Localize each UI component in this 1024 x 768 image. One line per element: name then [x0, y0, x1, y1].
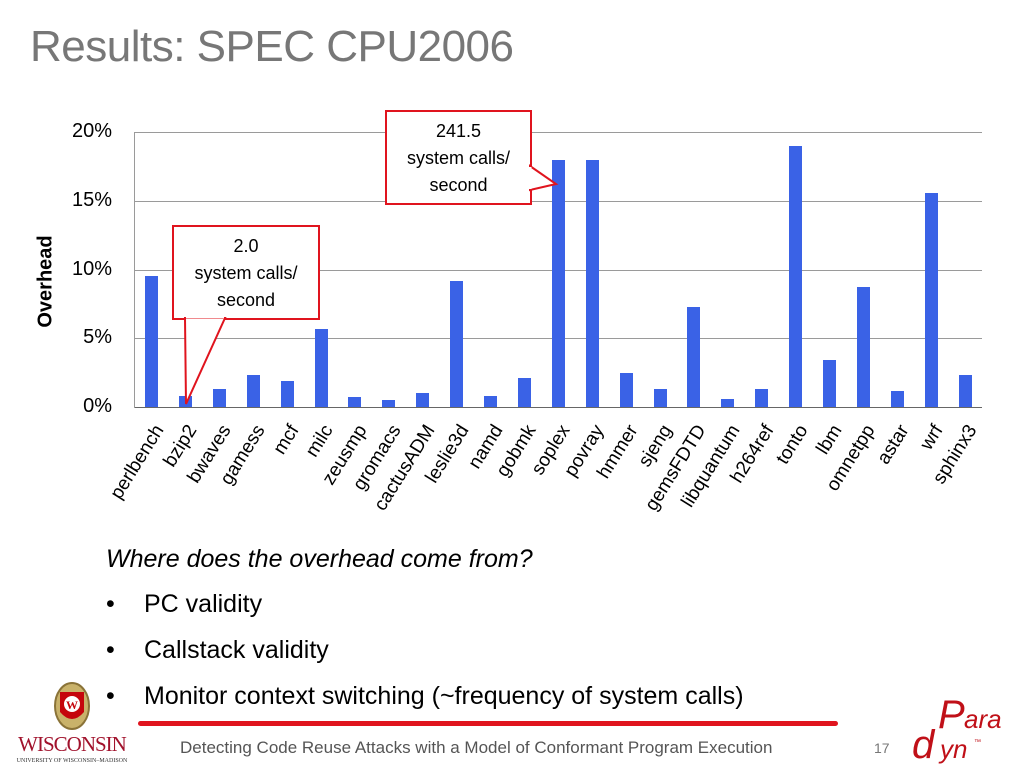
bar-cactusADM — [416, 393, 430, 407]
bar-soplex — [551, 159, 565, 407]
svg-text:ara: ara — [964, 704, 1002, 734]
svg-text:P: P — [938, 693, 965, 737]
bar-gemsFDTD — [687, 306, 701, 407]
bullet-icon: • — [106, 590, 115, 618]
paradyn-logo: P ara d yn ™ — [910, 686, 1020, 767]
y-tick-label: 15% — [71, 188, 112, 211]
uw-crest-icon: W WISCONSIN UNIVERSITY OF WISCONSIN–MADI… — [17, 682, 128, 764]
y-tick-label: 0% — [83, 395, 112, 417]
y-tick-label: 5% — [83, 326, 112, 349]
bar-sphinx3 — [958, 375, 972, 407]
bar-leslie3d — [450, 280, 464, 407]
bar-perlbench — [145, 276, 158, 407]
x-axis-line — [134, 407, 982, 408]
bar-wrf — [924, 192, 938, 407]
question-text: Where does the overhead come from? — [106, 545, 533, 573]
y-tick-label: 10% — [71, 257, 112, 280]
bar-gobmk — [517, 378, 531, 407]
bar-povray — [585, 159, 599, 407]
bullet-text: Monitor context switching (~frequency of… — [144, 682, 744, 710]
svg-text:WISCONSIN: WISCONSIN — [18, 732, 127, 756]
bar-omnetpp — [856, 287, 870, 407]
bar-bwaves — [212, 389, 226, 407]
svg-text:™: ™ — [974, 739, 981, 746]
bar-gromacs — [382, 400, 396, 407]
y-tick-label: 20% — [71, 120, 112, 142]
gridline — [134, 132, 982, 133]
callout-unit-line: second — [216, 290, 276, 310]
svg-text:UNIVERSITY OF WISCONSIN–MADISO: UNIVERSITY OF WISCONSIN–MADISON — [17, 758, 128, 764]
overhead-bar-chart: Overhead 0% 5% 10% 15% 20% perlbench bzip2 bwa… — [34, 110, 982, 515]
y-axis-label: Overhead — [34, 235, 57, 328]
callout-bzip2: 2.0 system calls/ second — [172, 225, 320, 320]
callout-unit-line: system calls/ — [194, 263, 298, 283]
bar-astar — [890, 390, 904, 407]
bullet-icon: • — [106, 682, 115, 710]
bullet-text: Callstack validity — [144, 636, 329, 664]
bar-mcf — [280, 380, 294, 407]
svg-text:d: d — [912, 723, 936, 766]
y-axis-line — [134, 132, 135, 408]
bullet-text: PC validity — [144, 590, 263, 618]
bar-milc — [314, 328, 328, 407]
callout-pointer — [528, 164, 559, 192]
bar-namd — [484, 396, 497, 407]
slide-title: Results: SPEC CPU2006 — [30, 22, 514, 71]
bar-libquantum — [721, 398, 735, 407]
bullet-item: • PC validity — [106, 590, 744, 636]
page-number: 17 — [874, 740, 890, 756]
footer-text: Detecting Code Reuse Attacks with a Mode… — [180, 738, 773, 757]
bar-zeusmp — [348, 397, 362, 407]
bullet-item: • Monitor context switching (~frequency o… — [106, 682, 744, 728]
bar-h264ref — [755, 389, 769, 407]
bullet-list: • PC validity • Callstack validity • Monito… — [106, 590, 744, 728]
callout-value: 241.5 — [435, 121, 482, 141]
bullet-item: • Callstack validity — [106, 636, 744, 682]
wisconsin-logo: W WISCONSIN UNIVERSITY OF WISCONSIN–MADI… — [10, 682, 134, 766]
callout-value: 2.0 — [233, 236, 259, 256]
callout-unit-line: system calls/ — [406, 148, 511, 168]
svg-text:W: W — [66, 698, 78, 712]
bar-tonto — [789, 145, 803, 407]
callout-unit-line: second — [429, 175, 488, 195]
bullet-icon: • — [106, 636, 115, 664]
callout-pointer — [183, 316, 227, 405]
paradyn-logo-icon: P ara d yn ™ — [912, 693, 1002, 767]
footer-accent-line — [138, 721, 838, 726]
bar-gamess — [246, 375, 260, 407]
svg-text:yn: yn — [938, 734, 967, 764]
bar-sjeng — [653, 389, 667, 407]
bar-lbm — [823, 360, 836, 407]
bar-hmmer — [619, 372, 633, 407]
callout-soplex: 241.5 system calls/ second — [385, 110, 532, 205]
